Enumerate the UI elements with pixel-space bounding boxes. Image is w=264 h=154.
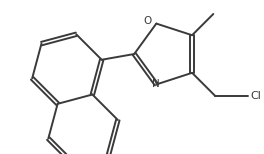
Text: O: O [143,16,151,26]
Text: N: N [152,79,160,89]
Text: Cl: Cl [251,91,261,101]
